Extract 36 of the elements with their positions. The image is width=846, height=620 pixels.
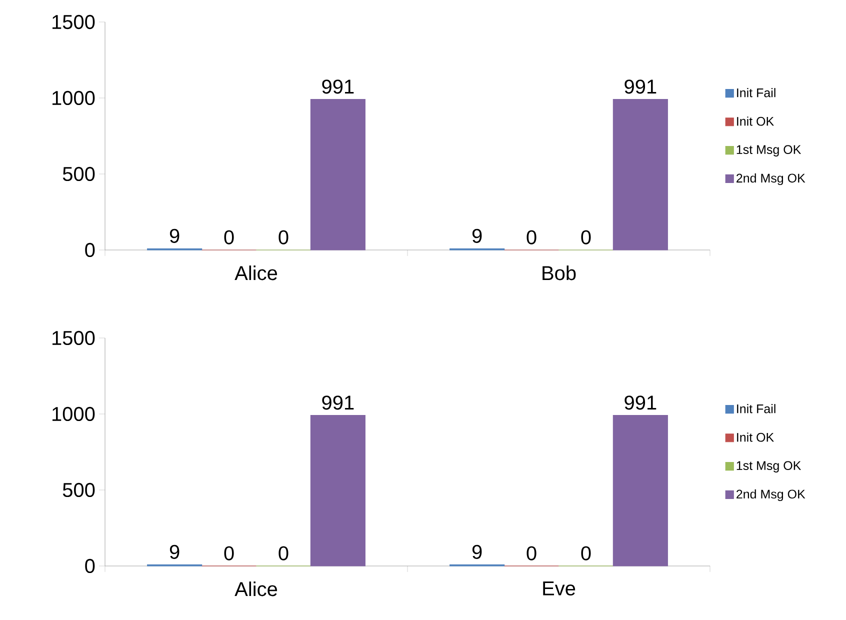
legend-label: 1st Msg OK (736, 145, 802, 156)
data-label: 0 (581, 230, 591, 244)
legend-label: 2nd Msg OK (736, 173, 806, 186)
y-tick-label: 500 (62, 166, 95, 182)
y-tick-label: 500 (62, 482, 95, 498)
y-tick-label: 1000 (52, 90, 95, 106)
data-label: 0 (526, 546, 536, 560)
data-label: 9 (170, 228, 180, 243)
data-label: 991 (322, 396, 354, 410)
y-tick-label: 0 (85, 242, 95, 258)
data-label: 0 (224, 546, 234, 560)
x-tick-label: Alice (234, 266, 278, 280)
data-label: 9 (170, 544, 180, 559)
data-label: 991 (624, 80, 656, 94)
y-tick-label: 1500 (52, 14, 95, 30)
legend-label: 1st Msg OK (736, 461, 802, 472)
legend-label: 2nd Msg OK (736, 489, 806, 502)
legend-label: Init Fail (737, 88, 776, 98)
data-label: 0 (224, 230, 234, 244)
data-label: 991 (322, 80, 354, 94)
data-label: 991 (624, 396, 656, 410)
x-tick-label: Eve (543, 582, 576, 596)
legend-label: Init OK (737, 432, 774, 442)
data-label: 0 (581, 546, 591, 560)
data-label: 0 (278, 546, 288, 560)
x-tick-label: Alice (234, 582, 278, 596)
data-label: 9 (472, 228, 482, 243)
data-label: 9 (472, 544, 482, 559)
y-tick-label: 1500 (52, 330, 95, 346)
legend-label: Init Fail (737, 404, 776, 414)
legend-label: Init OK (737, 116, 774, 126)
y-tick-label: 1000 (52, 406, 95, 422)
data-label: 0 (278, 230, 288, 244)
y-tick-label: 0 (85, 558, 95, 574)
x-tick-label: Bob (542, 266, 576, 280)
data-label: 0 (526, 230, 536, 244)
